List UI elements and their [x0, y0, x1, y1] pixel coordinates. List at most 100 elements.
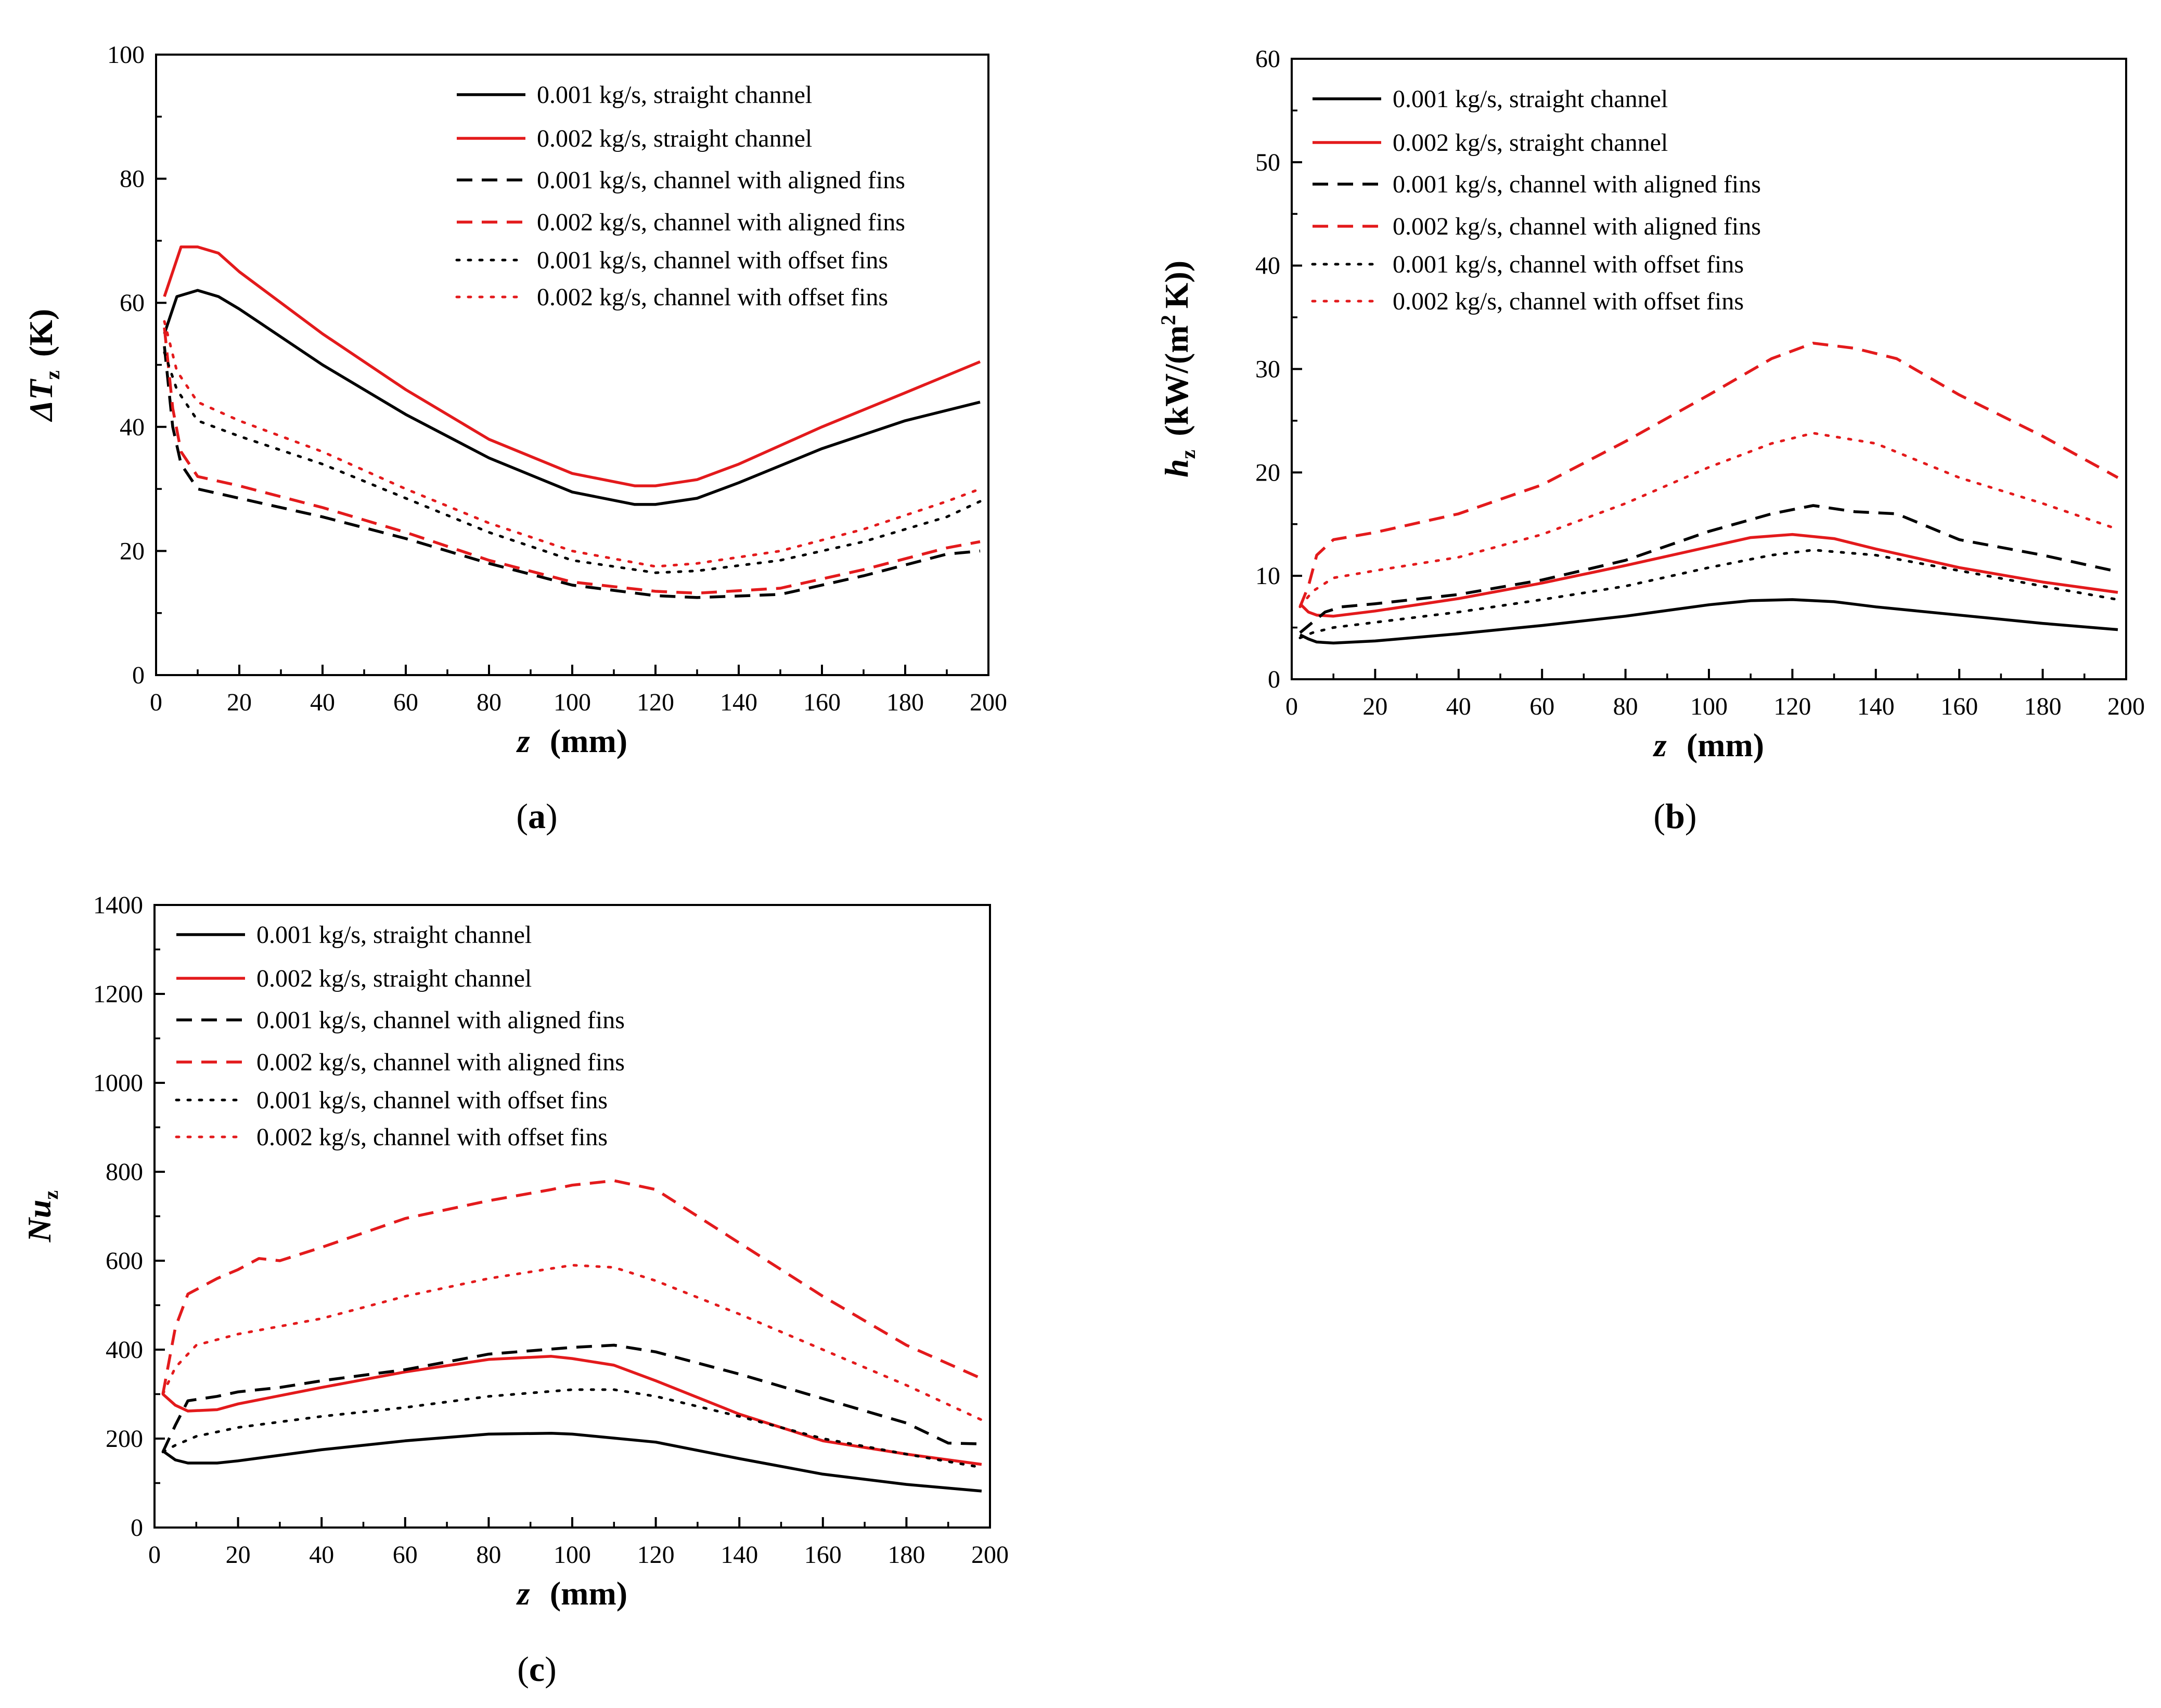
x-axis-unit: (mm) [550, 1575, 627, 1612]
series-line-4 [1298, 549, 2119, 639]
series-line-2 [1299, 504, 2118, 634]
series-line-0 [163, 289, 981, 506]
x-tick-label: 140 [720, 689, 757, 716]
x-axis-unit: (mm) [1687, 727, 1764, 764]
series-line-3 [163, 327, 981, 595]
y-tick-label: 100 [107, 41, 145, 69]
series-line-5 [163, 320, 982, 568]
panel-label: (a) [516, 796, 557, 836]
y-tick-label: 200 [106, 1425, 143, 1453]
series-group [161, 1179, 983, 1493]
y-axis-space [1158, 436, 1195, 445]
x-tick-label: 40 [309, 1541, 334, 1569]
legend: 0.001 kg/s, straight channel 0.002 kg/s, … [455, 81, 905, 311]
y-tick-label: 1200 [93, 980, 143, 1008]
y-axis-symbol: h [1158, 459, 1195, 477]
legend-entry-4: 0.001 kg/s, channel with offset fins [1393, 251, 1744, 278]
x-tick-label: 0 [148, 1541, 161, 1569]
x-axis-title: z (mm) [1653, 727, 1764, 764]
x-tick-label: 100 [1690, 693, 1728, 720]
legend-entry-5: 0.002 kg/s, channel with offset fins [537, 283, 888, 311]
legend-entry-1: 0.002 kg/s, straight channel [256, 965, 532, 992]
x-axis-symbol: z [516, 722, 530, 759]
series-line-0 [1299, 598, 2118, 645]
x-tick-label: 200 [971, 1541, 1009, 1569]
panel-label-open: ( [1653, 796, 1665, 836]
x-tick-label: 160 [1940, 693, 1978, 720]
y-axis-symbol: Nu [21, 1199, 58, 1243]
y-tick-label: 20 [1255, 459, 1280, 486]
y-axis-subscript: z [39, 1191, 62, 1200]
y-tick-label: 1400 [93, 891, 143, 919]
y-axis-space [22, 357, 59, 365]
x-tick-label: 200 [2107, 693, 2145, 720]
y-tick-label: 400 [106, 1336, 143, 1364]
y-tick-label: 40 [120, 413, 145, 441]
y-axis-title: Nuz [21, 1191, 62, 1243]
y-tick-label: 0 [131, 1514, 143, 1542]
y-axis-unit: (K) [22, 309, 59, 357]
x-tick-label: 120 [1773, 693, 1811, 720]
y-tick-label: 20 [120, 537, 145, 565]
x-tick-label: 80 [1613, 693, 1638, 720]
x-tick-label: 0 [150, 689, 162, 716]
series-line-2 [161, 1343, 982, 1453]
y-axis-subscript: z [1176, 450, 1200, 459]
legend-entry-5: 0.002 kg/s, channel with offset fins [256, 1123, 608, 1151]
panel-label-letter: a [528, 796, 546, 836]
series-group [163, 245, 982, 599]
x-tick-label: 60 [1529, 693, 1554, 720]
x-tick-label: 100 [554, 689, 591, 716]
x-tick-label: 40 [1446, 693, 1471, 720]
panel-label-close: ) [546, 796, 558, 836]
x-axis-unit: (mm) [550, 722, 627, 759]
legend-entry-3: 0.002 kg/s, channel with aligned fins [537, 209, 905, 236]
chart-panel-c: 0 20 40 60 80 100 120 140 160 180 200 0 200 400 600 800… [21, 891, 1009, 1689]
y-tick-label: 80 [120, 165, 145, 193]
series-line-1 [1299, 533, 2118, 618]
x-tick-label: 120 [637, 1541, 675, 1569]
chart-panel-b: 0 20 40 60 80 100 120 140 160 180 200 0 10 20 30 40 50 60… [1156, 45, 2145, 836]
legend-entry-3: 0.002 kg/s, channel with aligned fins [1393, 213, 1761, 240]
panel-label-open: ( [516, 796, 528, 836]
x-tick-label: 40 [310, 689, 335, 716]
x-tick-label: 200 [970, 689, 1007, 716]
x-tick-label: 60 [393, 1541, 418, 1569]
x-axis-title: z (mm) [516, 722, 627, 759]
x-tick-label: 140 [1857, 693, 1895, 720]
panel-label-letter: c [529, 1649, 545, 1689]
x-tick-label: 140 [721, 1541, 758, 1569]
x-tick-label: 160 [804, 1541, 842, 1569]
x-axis-symbol: z [1653, 727, 1667, 764]
x-tick-label: 180 [887, 1541, 925, 1569]
y-axis-title: ΔTz (K) [22, 309, 64, 422]
y-tick-label: 40 [1255, 252, 1280, 280]
x-tick-label: 20 [227, 689, 252, 716]
series-line-3 [1298, 342, 2119, 607]
panel-label: (b) [1653, 796, 1696, 836]
series-line-5 [1298, 432, 2119, 609]
legend-entry-2: 0.001 kg/s, channel with aligned fins [256, 1006, 625, 1034]
panel-label-close: ) [1685, 796, 1697, 836]
series-line-5 [161, 1264, 983, 1421]
legend-entry-3: 0.002 kg/s, channel with aligned fins [256, 1049, 625, 1076]
legend-entry-0: 0.001 kg/s, straight channel [256, 921, 532, 949]
panel-label-close: ) [545, 1649, 557, 1689]
y-tick-label: 800 [106, 1158, 143, 1186]
series-group [1298, 342, 2119, 645]
y-tick-label: 1000 [93, 1069, 143, 1097]
y-tick-label: 600 [106, 1247, 143, 1275]
legend-entry-4: 0.001 kg/s, channel with offset fins [256, 1086, 608, 1114]
y-axis-subscript: z [41, 370, 64, 380]
y-axis-symbol: ΔT [22, 378, 59, 422]
y-tick-label: 50 [1255, 149, 1280, 176]
series-line-2 [163, 346, 981, 599]
x-axis-space [1678, 727, 1687, 764]
series-line-1 [162, 1355, 982, 1466]
x-tick-label: 160 [803, 689, 841, 716]
x-tick-label: 20 [1362, 693, 1387, 720]
x-axis-symbol: z [516, 1575, 530, 1612]
y-tick-label: 60 [1255, 45, 1280, 73]
legend-entry-5: 0.002 kg/s, channel with offset fins [1393, 288, 1744, 315]
